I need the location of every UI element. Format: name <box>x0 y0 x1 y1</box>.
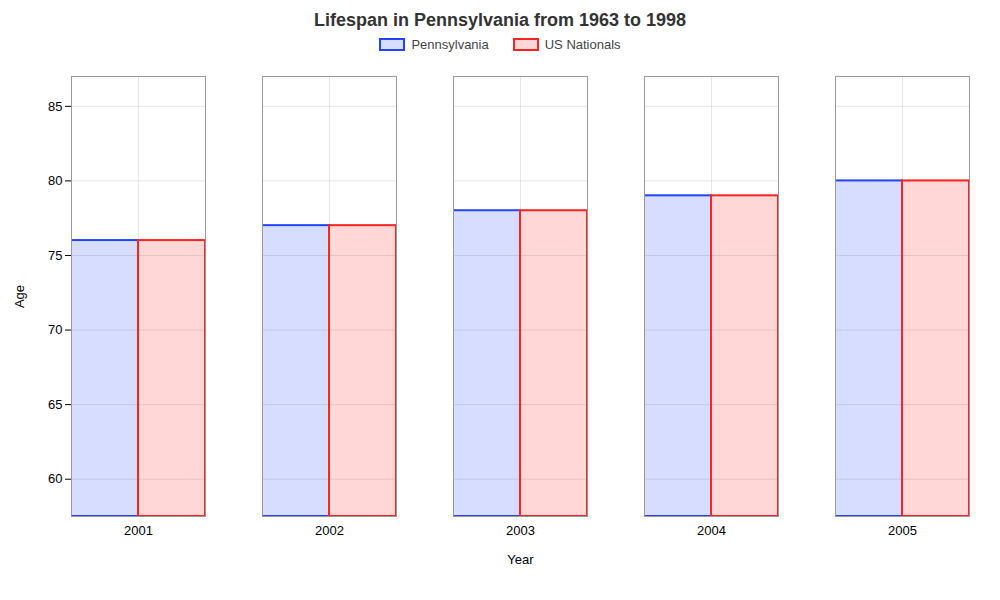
html-text:US Nationals: US Nationals <box>544 37 621 52</box>
html-text:Lifespan in Pennsylvania from: Lifespan in Pennsylvania from 1963 to 19… <box>313 10 687 30</box>
svg-text:80: 80 <box>48 173 62 188</box>
svg-text:2003: 2003 <box>506 523 535 538</box>
svg-text:2001: 2001 <box>124 523 153 538</box>
svg-text:85: 85 <box>48 98 62 113</box>
svg-text:60: 60 <box>48 471 62 486</box>
svg-text:70: 70 <box>48 322 62 337</box>
svg-text:Age: Age <box>12 285 27 308</box>
html-text:Pennsylvania: Pennsylvania <box>411 37 489 52</box>
svg-text:2005: 2005 <box>888 523 917 538</box>
svg-text:2002: 2002 <box>315 523 344 538</box>
svg-text:75: 75 <box>48 248 62 263</box>
svg-text:65: 65 <box>48 397 62 412</box>
svg-text:2004: 2004 <box>697 523 726 538</box>
svg-text:Year: Year <box>507 552 534 567</box>
